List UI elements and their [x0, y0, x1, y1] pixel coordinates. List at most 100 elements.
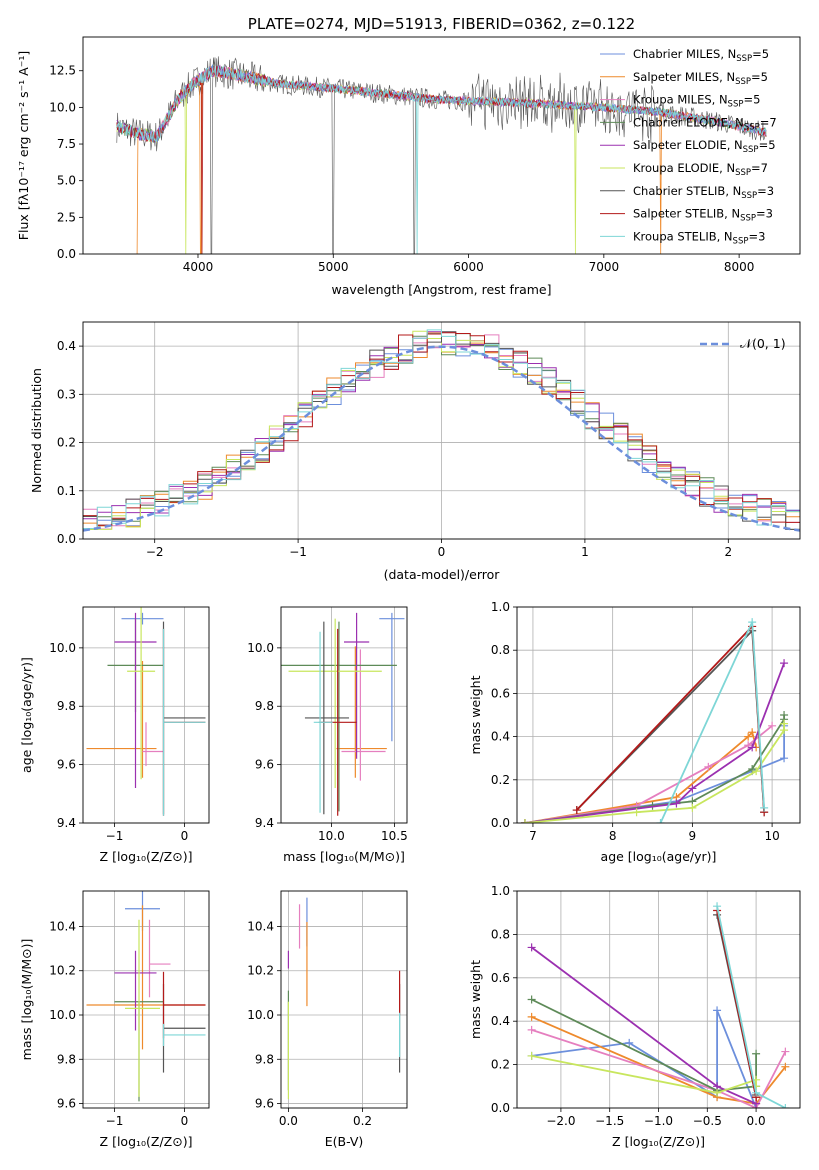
weight-line: [524, 725, 773, 823]
legend-label: Chabrier STELIB, NSSP=3: [633, 184, 774, 201]
legend-subscript: SSP: [740, 214, 756, 224]
x-tick-label: 9: [689, 829, 697, 843]
y-tick-label: 10.0: [49, 641, 76, 655]
axes-frame: [280, 606, 408, 824]
weight-marker: [527, 1051, 536, 1060]
spectrum-panel: 4000 5000 6000 7000 8000 0.0 2.5 5.0 7.5 10.0 12.5…: [16, 15, 801, 297]
y-tick-label: 0.4: [491, 1014, 510, 1028]
legend-subscript: SSP: [741, 191, 757, 201]
legend-count: =5: [743, 93, 760, 107]
y-tick-label: 1.0: [491, 600, 510, 614]
axes-frame: [82, 36, 801, 255]
x-tick-label: 2: [724, 545, 732, 559]
weight-marker: [780, 719, 789, 728]
y-tick-label: 5.0: [57, 174, 76, 188]
y-axis-label: Flux [fλ10⁻¹⁷ erg cm⁻² s⁻¹ A⁻¹]: [16, 51, 31, 240]
x-tick-label: 10.0: [318, 829, 345, 843]
y-tick-label: 9.6: [255, 1097, 274, 1111]
weight-marker: [572, 806, 581, 815]
y-axis-label: mass [log₁₀(M/M⊙)]: [19, 939, 34, 1061]
plot-area: [116, 56, 767, 254]
y-tick-label: 0.0: [57, 247, 76, 261]
y-tick-label: 0.0: [491, 816, 510, 830]
weight-marker: [748, 728, 757, 737]
spectrum-line: [116, 56, 767, 254]
y-tick-label: 0.0: [57, 532, 76, 546]
plot-area: [86, 607, 206, 816]
x-tick-label: −0.5: [693, 1114, 722, 1128]
x-axis-label: mass [log₁₀(M/M⊙)]: [283, 849, 405, 864]
weight-line: [576, 624, 765, 813]
plot-area: [287, 897, 401, 1100]
weight-marker: [625, 1038, 634, 1047]
y-tick-label: 10.2: [49, 964, 76, 978]
weight-marker: [632, 808, 641, 817]
legend-count: =3: [748, 229, 765, 243]
legend-label: Salpeter MILES, NSSP=5: [633, 70, 768, 87]
y-tick-label: 9.8: [57, 699, 76, 713]
axes-frame: [82, 606, 210, 824]
weight-marker: [688, 803, 697, 812]
y-tick-label: 0.2: [491, 773, 510, 787]
y-tick-label: 0.8: [491, 643, 510, 657]
legend-subscript: SSP: [744, 122, 760, 132]
weight-line: [531, 1029, 787, 1108]
legend-label: Kroupa STELIB, NSSP=3: [633, 229, 765, 246]
x-tick-label: 10: [764, 829, 779, 843]
y-tick-label: 9.8: [255, 1052, 274, 1066]
legend-label: Salpeter STELIB, NSSP=3: [633, 207, 773, 224]
x-tick-label: 10.5: [381, 829, 408, 843]
legend-count: =7: [751, 161, 768, 175]
weight-marker: [781, 1062, 790, 1071]
x-tick-label: 0: [438, 545, 446, 559]
y-tick-label: 10.0: [247, 1008, 274, 1022]
x-tick-label: −1: [106, 1114, 124, 1128]
weight-line: [531, 1016, 787, 1105]
legend-count: =5: [751, 70, 768, 84]
legend-subscript: SSP: [728, 100, 744, 110]
weight-vs-age-panel: 7 8 9 10 0.0 0.2 0.4 0.6 0.8 1.0 age [log₁₀(age/yr…: [468, 600, 801, 864]
weight-marker: [780, 711, 789, 719]
y-tick-label: 0.3: [57, 387, 76, 401]
weight-marker: [748, 743, 757, 752]
x-tick-label: −1.5: [595, 1114, 624, 1128]
y-tick-label: 9.6: [255, 758, 274, 772]
y-tick-label: 0.0: [491, 1101, 510, 1115]
y-tick-label: 0.6: [491, 971, 510, 985]
weight-marker: [713, 1088, 722, 1097]
y-tick-label: 10.0: [49, 1008, 76, 1022]
weight-marker: [768, 721, 777, 730]
weight-marker: [713, 902, 722, 911]
legend-count: =3: [757, 184, 774, 198]
chart-title: PLATE=0274, MJD=51913, FIBERID=0362, z=0…: [248, 15, 635, 33]
y-tick-label: 10.0: [49, 100, 76, 114]
x-axis-label: wavelength [Angstrom, rest frame]: [331, 282, 551, 297]
weight-marker: [527, 943, 536, 952]
y-tick-label: 9.6: [57, 758, 76, 772]
age-vs-mass-panel: 10.0 10.5 9.4 9.6 9.8 10.0 mass [log₁₀(M/M⊙)]: [247, 606, 408, 864]
legend-subscript: SSP: [733, 236, 749, 246]
legend-subscript: SSP: [736, 54, 752, 64]
weight-marker: [752, 1088, 761, 1097]
spectrum-line: [116, 65, 767, 254]
mass-vs-extinction-panel: 0.0 0.2 9.6 9.8 10.0 10.2 10.4 E(B-V): [247, 890, 408, 1149]
legend-subscript: SSP: [735, 168, 751, 178]
x-axis-label: age [log₁₀(age/yr)]: [601, 849, 717, 864]
legend-count: =5: [759, 138, 776, 152]
weight-line: [659, 621, 765, 823]
x-tick-label: −2: [146, 545, 164, 559]
weight-marker: [780, 659, 789, 668]
weight-line: [524, 662, 785, 823]
legend-count: =3: [756, 207, 773, 221]
axes-frame: [82, 321, 801, 540]
x-tick-label: 7000: [589, 260, 620, 274]
y-tick-label: 9.4: [255, 816, 274, 830]
y-tick-label: 0.1: [57, 484, 76, 498]
x-tick-label: 0.2: [353, 1114, 372, 1128]
plot-area: [281, 612, 405, 816]
weight-marker: [781, 1047, 790, 1056]
weight-marker: [527, 1025, 536, 1034]
y-tick-label: 0.4: [57, 339, 76, 353]
x-tick-label: −1: [289, 545, 307, 559]
